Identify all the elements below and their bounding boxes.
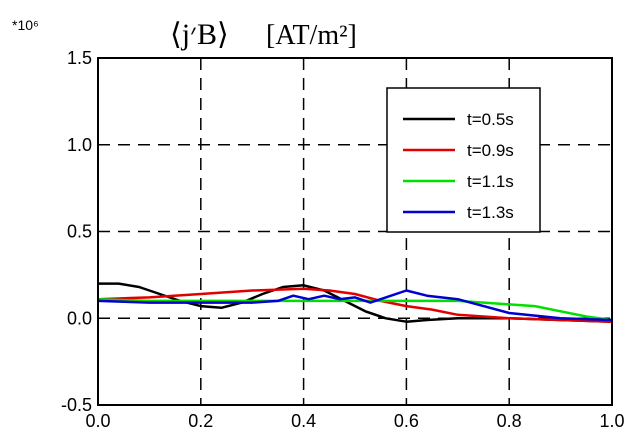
legend-label: t=0.9s [467,141,514,160]
series-line [97,287,613,323]
legend-box [386,87,541,233]
series-line [97,297,613,322]
legend-label: t=1.3s [467,203,514,222]
y-tick-label: -0.5 [61,395,92,415]
tick-labels: 0.0 0.2 0.4 0.6 0.8 1.0-0.50.00.51.01.5 [61,48,625,431]
plot-frame [97,57,613,406]
x-tick-label: 0.4 [291,411,316,431]
chart-title: ⟨j׳B⟩ [170,18,229,51]
y-tick-label: 1.0 [67,135,92,155]
y-tick-label: 0.0 [67,308,92,328]
legend: t=0.5s t=0.9s t=1.1s t=1.3s [386,87,541,233]
y-multiplier: *10⁶ [12,17,39,33]
x-tick-label: 0.2 [188,411,213,431]
legend-label: t=1.1s [467,172,514,191]
series-line [97,289,613,322]
x-tick-label: 0.6 [394,411,419,431]
series-lines [97,282,613,323]
x-tick-label: 0.0 [85,411,110,431]
y-tick-label: 0.5 [67,222,92,242]
x-tick-label: 0.8 [497,411,522,431]
legend-label: t=0.5s [467,110,514,129]
x-tick-label: 1.0 [599,411,624,431]
chart-title-unit: [AT/m²] [266,20,357,51]
y-tick-label: 1.5 [67,48,92,68]
